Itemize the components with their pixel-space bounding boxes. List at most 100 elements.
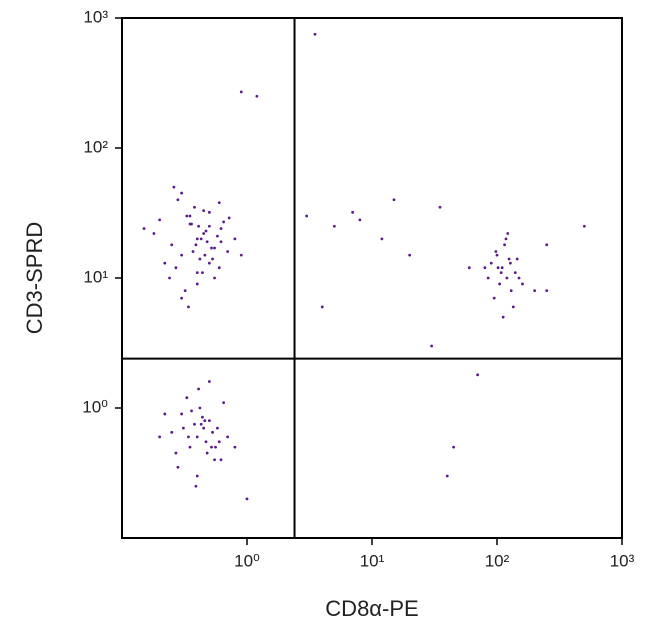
point	[199, 422, 203, 426]
point	[498, 282, 502, 286]
point	[226, 435, 230, 439]
point	[486, 276, 490, 280]
point	[174, 266, 178, 270]
point	[222, 401, 226, 405]
point	[219, 458, 223, 462]
point	[194, 243, 198, 247]
point	[545, 289, 549, 292]
point	[467, 266, 471, 270]
point	[506, 232, 510, 235]
point	[507, 257, 511, 261]
point	[233, 445, 237, 449]
point	[158, 218, 162, 222]
x-tick-label: 10⁰	[234, 551, 260, 570]
point	[211, 257, 214, 261]
point	[197, 224, 200, 228]
point	[233, 237, 237, 241]
point	[483, 266, 487, 270]
point	[199, 237, 203, 241]
point	[239, 90, 243, 94]
point	[211, 430, 214, 434]
point	[195, 435, 199, 439]
point	[183, 289, 187, 292]
point	[219, 227, 223, 230]
point	[495, 253, 499, 257]
point	[170, 243, 174, 247]
point	[496, 266, 500, 270]
point	[213, 458, 216, 462]
point	[210, 445, 213, 449]
point	[213, 276, 216, 280]
y-tick-label: 10¹	[83, 267, 108, 286]
point	[226, 250, 230, 253]
point	[185, 214, 189, 218]
point	[193, 205, 196, 209]
point	[168, 276, 171, 280]
point	[170, 430, 174, 434]
point	[207, 380, 211, 383]
point	[198, 257, 202, 261]
point	[198, 406, 202, 410]
point	[174, 451, 178, 455]
point	[513, 271, 517, 275]
x-tick-label: 10²	[485, 551, 510, 570]
point	[392, 198, 396, 202]
point	[430, 344, 434, 348]
point	[197, 387, 200, 391]
point	[195, 237, 199, 241]
point	[152, 232, 156, 235]
point	[219, 240, 223, 244]
point	[195, 282, 199, 286]
point	[207, 261, 211, 265]
x-tick-label: 10¹	[360, 551, 385, 570]
point	[517, 276, 521, 280]
point	[313, 32, 317, 36]
point	[163, 261, 167, 265]
point	[351, 210, 355, 214]
point	[180, 412, 184, 416]
point	[207, 419, 211, 422]
point	[380, 237, 384, 241]
point	[176, 198, 180, 202]
point	[202, 209, 206, 212]
point	[203, 419, 207, 422]
point	[205, 451, 209, 455]
point	[202, 232, 206, 235]
point	[582, 224, 586, 228]
point	[245, 497, 249, 501]
point	[217, 201, 221, 205]
point	[445, 474, 449, 478]
point	[172, 185, 176, 189]
point	[202, 426, 206, 430]
y-tick-label: 10²	[83, 137, 108, 156]
point	[180, 296, 184, 300]
point	[501, 315, 505, 319]
point	[521, 282, 524, 286]
point	[217, 266, 221, 270]
point	[204, 440, 208, 444]
point	[204, 229, 208, 233]
point	[176, 465, 180, 469]
point	[320, 305, 324, 309]
point	[505, 276, 509, 280]
point	[210, 246, 213, 250]
point	[255, 94, 259, 98]
point	[476, 373, 480, 377]
point	[193, 422, 196, 426]
point	[188, 445, 192, 449]
point	[511, 305, 515, 309]
point	[188, 214, 192, 218]
point	[182, 426, 185, 430]
point	[494, 250, 498, 253]
point	[239, 253, 243, 257]
point	[503, 243, 506, 247]
point	[194, 484, 198, 488]
point	[207, 210, 211, 214]
point	[305, 214, 309, 218]
x-tick-label: 10³	[610, 551, 635, 570]
point	[332, 224, 336, 228]
point	[163, 412, 167, 416]
point	[499, 271, 503, 275]
plot-frame	[121, 17, 623, 539]
